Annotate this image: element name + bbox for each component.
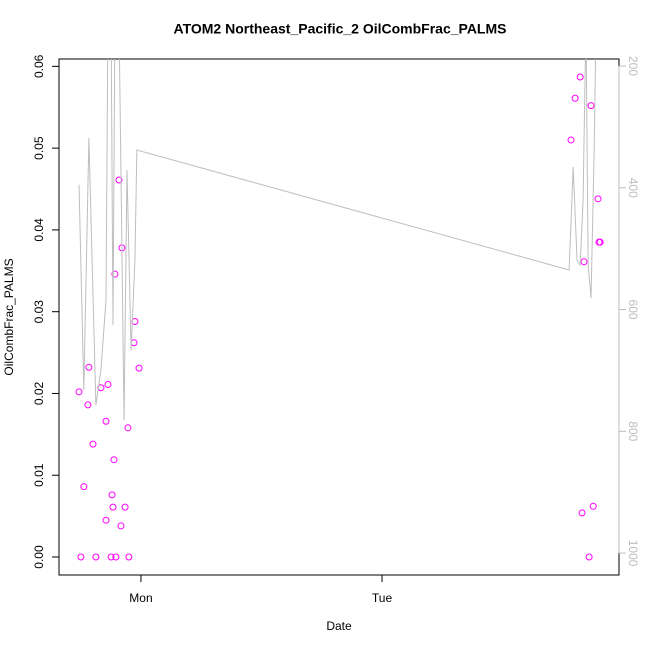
point <box>125 553 133 561</box>
point <box>135 364 143 372</box>
plot-area <box>75 59 604 561</box>
x-tick-label: Tue <box>372 591 393 605</box>
point <box>121 503 129 511</box>
point <box>80 483 88 491</box>
point <box>108 491 116 499</box>
point <box>571 94 579 102</box>
point <box>92 553 100 561</box>
point <box>107 553 115 561</box>
point <box>567 136 575 144</box>
point <box>84 401 92 409</box>
point <box>115 176 123 184</box>
point <box>112 553 120 561</box>
y2-tick-label: 600 <box>626 300 640 320</box>
point <box>102 516 110 524</box>
y2-tick-label: 200 <box>626 56 640 76</box>
point <box>75 388 83 396</box>
y2-tick-label: 1000 <box>626 540 640 567</box>
point <box>585 553 593 561</box>
x-tick-label: Mon <box>129 591 152 605</box>
y2-tick-label: 800 <box>626 421 640 441</box>
point <box>578 509 586 517</box>
point <box>110 456 118 464</box>
point <box>102 417 110 425</box>
y-axis-label: OilCombFrac_PALMS <box>2 258 16 375</box>
point <box>124 424 132 432</box>
y2-tick-label: 400 <box>626 178 640 198</box>
x-axis-label: Date <box>326 619 352 633</box>
point <box>594 195 602 203</box>
y-tick-label: 0.00 <box>32 545 46 569</box>
y-tick-label: 0.01 <box>32 463 46 487</box>
y-tick-label: 0.04 <box>32 218 46 242</box>
y-tick-label: 0.03 <box>32 300 46 324</box>
y-tick-label: 0.06 <box>32 54 46 78</box>
y-tick-label: 0.02 <box>32 381 46 405</box>
point <box>85 363 93 371</box>
line <box>78 59 597 421</box>
point <box>89 440 97 448</box>
point <box>576 73 584 81</box>
point <box>580 258 588 266</box>
point <box>111 270 119 278</box>
point <box>77 553 85 561</box>
point <box>589 502 597 510</box>
chart-title: ATOM2 Northeast_Pacific_2 OilCombFrac_PA… <box>174 21 507 37</box>
plot-frame <box>58 58 620 576</box>
y-tick-label: 0.05 <box>32 136 46 160</box>
point <box>587 102 595 110</box>
point <box>117 522 125 530</box>
point <box>104 380 112 388</box>
point <box>596 238 604 246</box>
point <box>109 503 117 511</box>
